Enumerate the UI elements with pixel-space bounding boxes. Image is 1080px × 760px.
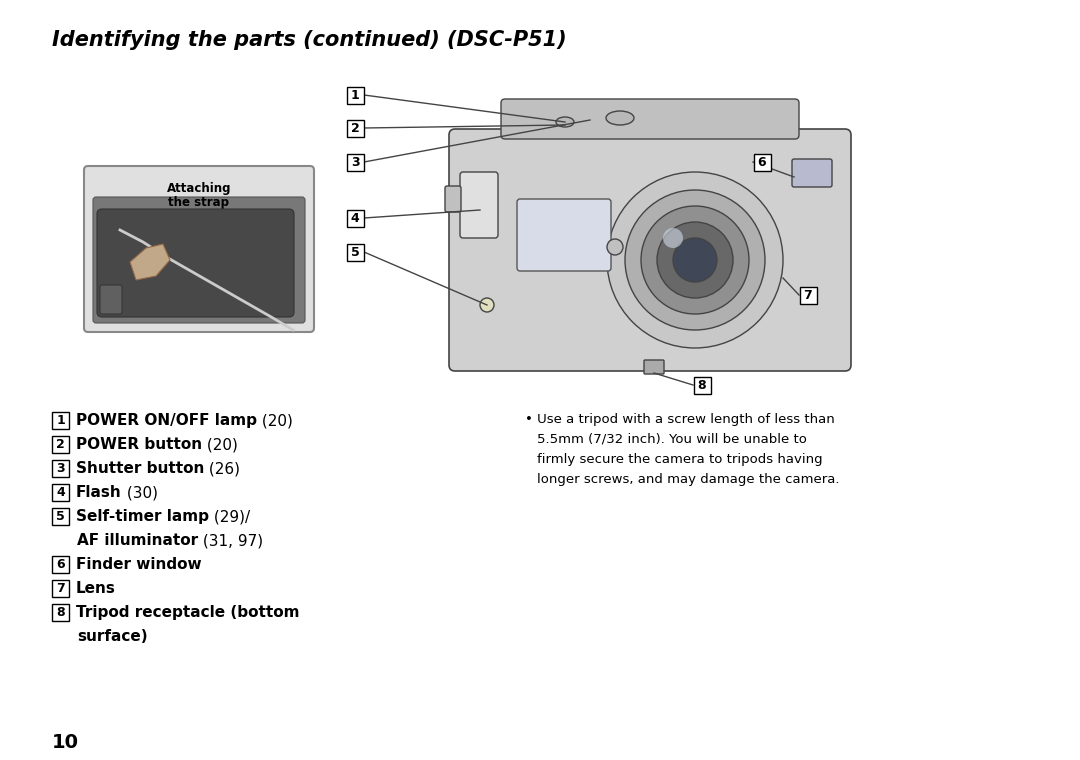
Bar bbox=[347, 154, 364, 171]
Text: (20): (20) bbox=[257, 413, 293, 428]
Bar bbox=[52, 484, 69, 501]
Text: (30): (30) bbox=[122, 485, 158, 500]
Text: 8: 8 bbox=[56, 606, 65, 619]
Text: 7: 7 bbox=[56, 582, 65, 595]
Circle shape bbox=[480, 298, 494, 312]
Circle shape bbox=[673, 238, 717, 282]
Text: 1: 1 bbox=[351, 89, 360, 102]
Text: Finder window: Finder window bbox=[76, 557, 202, 572]
Text: Attaching: Attaching bbox=[166, 182, 231, 195]
Text: the strap: the strap bbox=[168, 196, 229, 209]
Text: 3: 3 bbox=[56, 462, 65, 475]
Circle shape bbox=[657, 222, 733, 298]
Bar bbox=[799, 287, 816, 304]
Bar bbox=[347, 210, 364, 227]
Bar bbox=[347, 120, 364, 137]
Text: 6: 6 bbox=[56, 558, 65, 571]
Text: 5: 5 bbox=[56, 510, 65, 523]
Text: 1: 1 bbox=[56, 414, 65, 427]
Text: surface): surface) bbox=[77, 629, 148, 644]
Bar bbox=[693, 377, 711, 394]
FancyBboxPatch shape bbox=[84, 166, 314, 332]
Text: (29)/: (29)/ bbox=[210, 509, 251, 524]
Text: Shutter button: Shutter button bbox=[76, 461, 204, 476]
Circle shape bbox=[625, 190, 765, 330]
FancyBboxPatch shape bbox=[100, 285, 122, 314]
Text: Flash: Flash bbox=[76, 485, 122, 500]
Circle shape bbox=[663, 228, 683, 248]
Text: Self-timer lamp: Self-timer lamp bbox=[76, 509, 210, 524]
Circle shape bbox=[607, 172, 783, 348]
FancyBboxPatch shape bbox=[445, 186, 461, 212]
Polygon shape bbox=[130, 244, 170, 280]
FancyBboxPatch shape bbox=[644, 360, 664, 374]
FancyBboxPatch shape bbox=[501, 99, 799, 139]
Bar bbox=[52, 460, 69, 477]
Bar bbox=[347, 87, 364, 104]
Text: AF illuminator: AF illuminator bbox=[77, 533, 198, 548]
Bar bbox=[52, 580, 69, 597]
FancyBboxPatch shape bbox=[97, 209, 294, 317]
Text: (31, 97): (31, 97) bbox=[198, 533, 264, 548]
Ellipse shape bbox=[606, 111, 634, 125]
Text: longer screws, and may damage the camera.: longer screws, and may damage the camera… bbox=[537, 473, 839, 486]
Text: • Use a tripod with a screw length of less than: • Use a tripod with a screw length of le… bbox=[525, 413, 835, 426]
Bar bbox=[52, 604, 69, 621]
Text: Identifying the parts (continued) (DSC-P51): Identifying the parts (continued) (DSC-P… bbox=[52, 30, 567, 50]
FancyBboxPatch shape bbox=[93, 197, 305, 323]
Text: (26): (26) bbox=[204, 461, 241, 476]
Bar bbox=[52, 508, 69, 525]
Bar bbox=[52, 556, 69, 573]
Text: Tripod receptacle (bottom: Tripod receptacle (bottom bbox=[76, 605, 299, 620]
Text: 3: 3 bbox=[351, 156, 360, 169]
Text: firmly secure the camera to tripods having: firmly secure the camera to tripods havi… bbox=[537, 453, 823, 466]
Text: 5.5mm (7/32 inch). You will be unable to: 5.5mm (7/32 inch). You will be unable to bbox=[537, 433, 807, 446]
FancyBboxPatch shape bbox=[449, 129, 851, 371]
Text: 7: 7 bbox=[804, 289, 812, 302]
Text: 5: 5 bbox=[351, 246, 360, 259]
Text: (20): (20) bbox=[202, 437, 238, 452]
FancyBboxPatch shape bbox=[792, 159, 832, 187]
FancyBboxPatch shape bbox=[460, 172, 498, 238]
Text: 4: 4 bbox=[351, 212, 360, 225]
Text: 6: 6 bbox=[758, 156, 767, 169]
Bar bbox=[52, 436, 69, 453]
Bar bbox=[347, 244, 364, 261]
Text: 2: 2 bbox=[351, 122, 360, 135]
Circle shape bbox=[607, 239, 623, 255]
Bar bbox=[52, 412, 69, 429]
Ellipse shape bbox=[556, 117, 573, 127]
Circle shape bbox=[642, 206, 750, 314]
Text: 4: 4 bbox=[56, 486, 65, 499]
Text: 2: 2 bbox=[56, 438, 65, 451]
Text: 10: 10 bbox=[52, 733, 79, 752]
Text: POWER ON/OFF lamp: POWER ON/OFF lamp bbox=[76, 413, 257, 428]
Text: 8: 8 bbox=[698, 379, 706, 392]
Text: POWER button: POWER button bbox=[76, 437, 202, 452]
Bar bbox=[754, 154, 770, 171]
Text: Lens: Lens bbox=[76, 581, 116, 596]
FancyBboxPatch shape bbox=[517, 199, 611, 271]
